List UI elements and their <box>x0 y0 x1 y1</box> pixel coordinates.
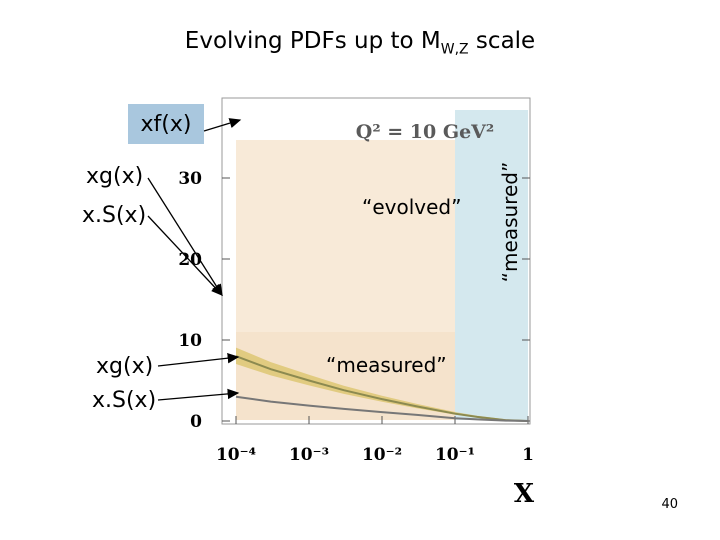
arrow-xg-bottom <box>157 352 240 367</box>
y-tick-label: 10 <box>178 331 202 351</box>
label-xf: xf(x) <box>128 104 204 144</box>
series-0-line <box>235 355 529 422</box>
arrow-xf <box>203 118 242 132</box>
slide-title: Evolving PDFs up to MW,Z scale <box>184 28 536 58</box>
arrow-xs-bottom <box>157 388 240 401</box>
y-tick-label: 0 <box>190 412 202 432</box>
label-measured-vertical: “measured” <box>498 162 522 283</box>
chart-annotation: Q² = 10 GeV² <box>356 121 494 143</box>
page-number: 40 <box>661 497 678 512</box>
label-xg-bottom: xg(x) <box>96 354 154 379</box>
y-tick-label: 30 <box>178 169 202 189</box>
label-measured-horizontal: “measured” <box>326 353 447 377</box>
label-xs-top: x.S(x) <box>82 203 147 228</box>
x-tick-label: 10⁻³ <box>289 445 329 465</box>
x-tick-label: 10⁻¹ <box>435 445 475 465</box>
label-evolved: “evolved” <box>362 195 462 219</box>
arrow-xs-top <box>147 215 223 296</box>
x-tick-label: 10⁻⁴ <box>216 445 256 465</box>
measured-region-vertical <box>455 110 528 420</box>
arrow-xg-top <box>147 177 223 297</box>
x-axis-label: X <box>514 479 535 509</box>
x-tick-label: 1 <box>522 445 534 465</box>
series-1-line <box>235 395 529 422</box>
label-xg-top: xg(x) <box>86 164 144 189</box>
x-tick-label: 10⁻² <box>362 445 402 465</box>
label-xs-bottom: x.S(x) <box>92 388 157 413</box>
